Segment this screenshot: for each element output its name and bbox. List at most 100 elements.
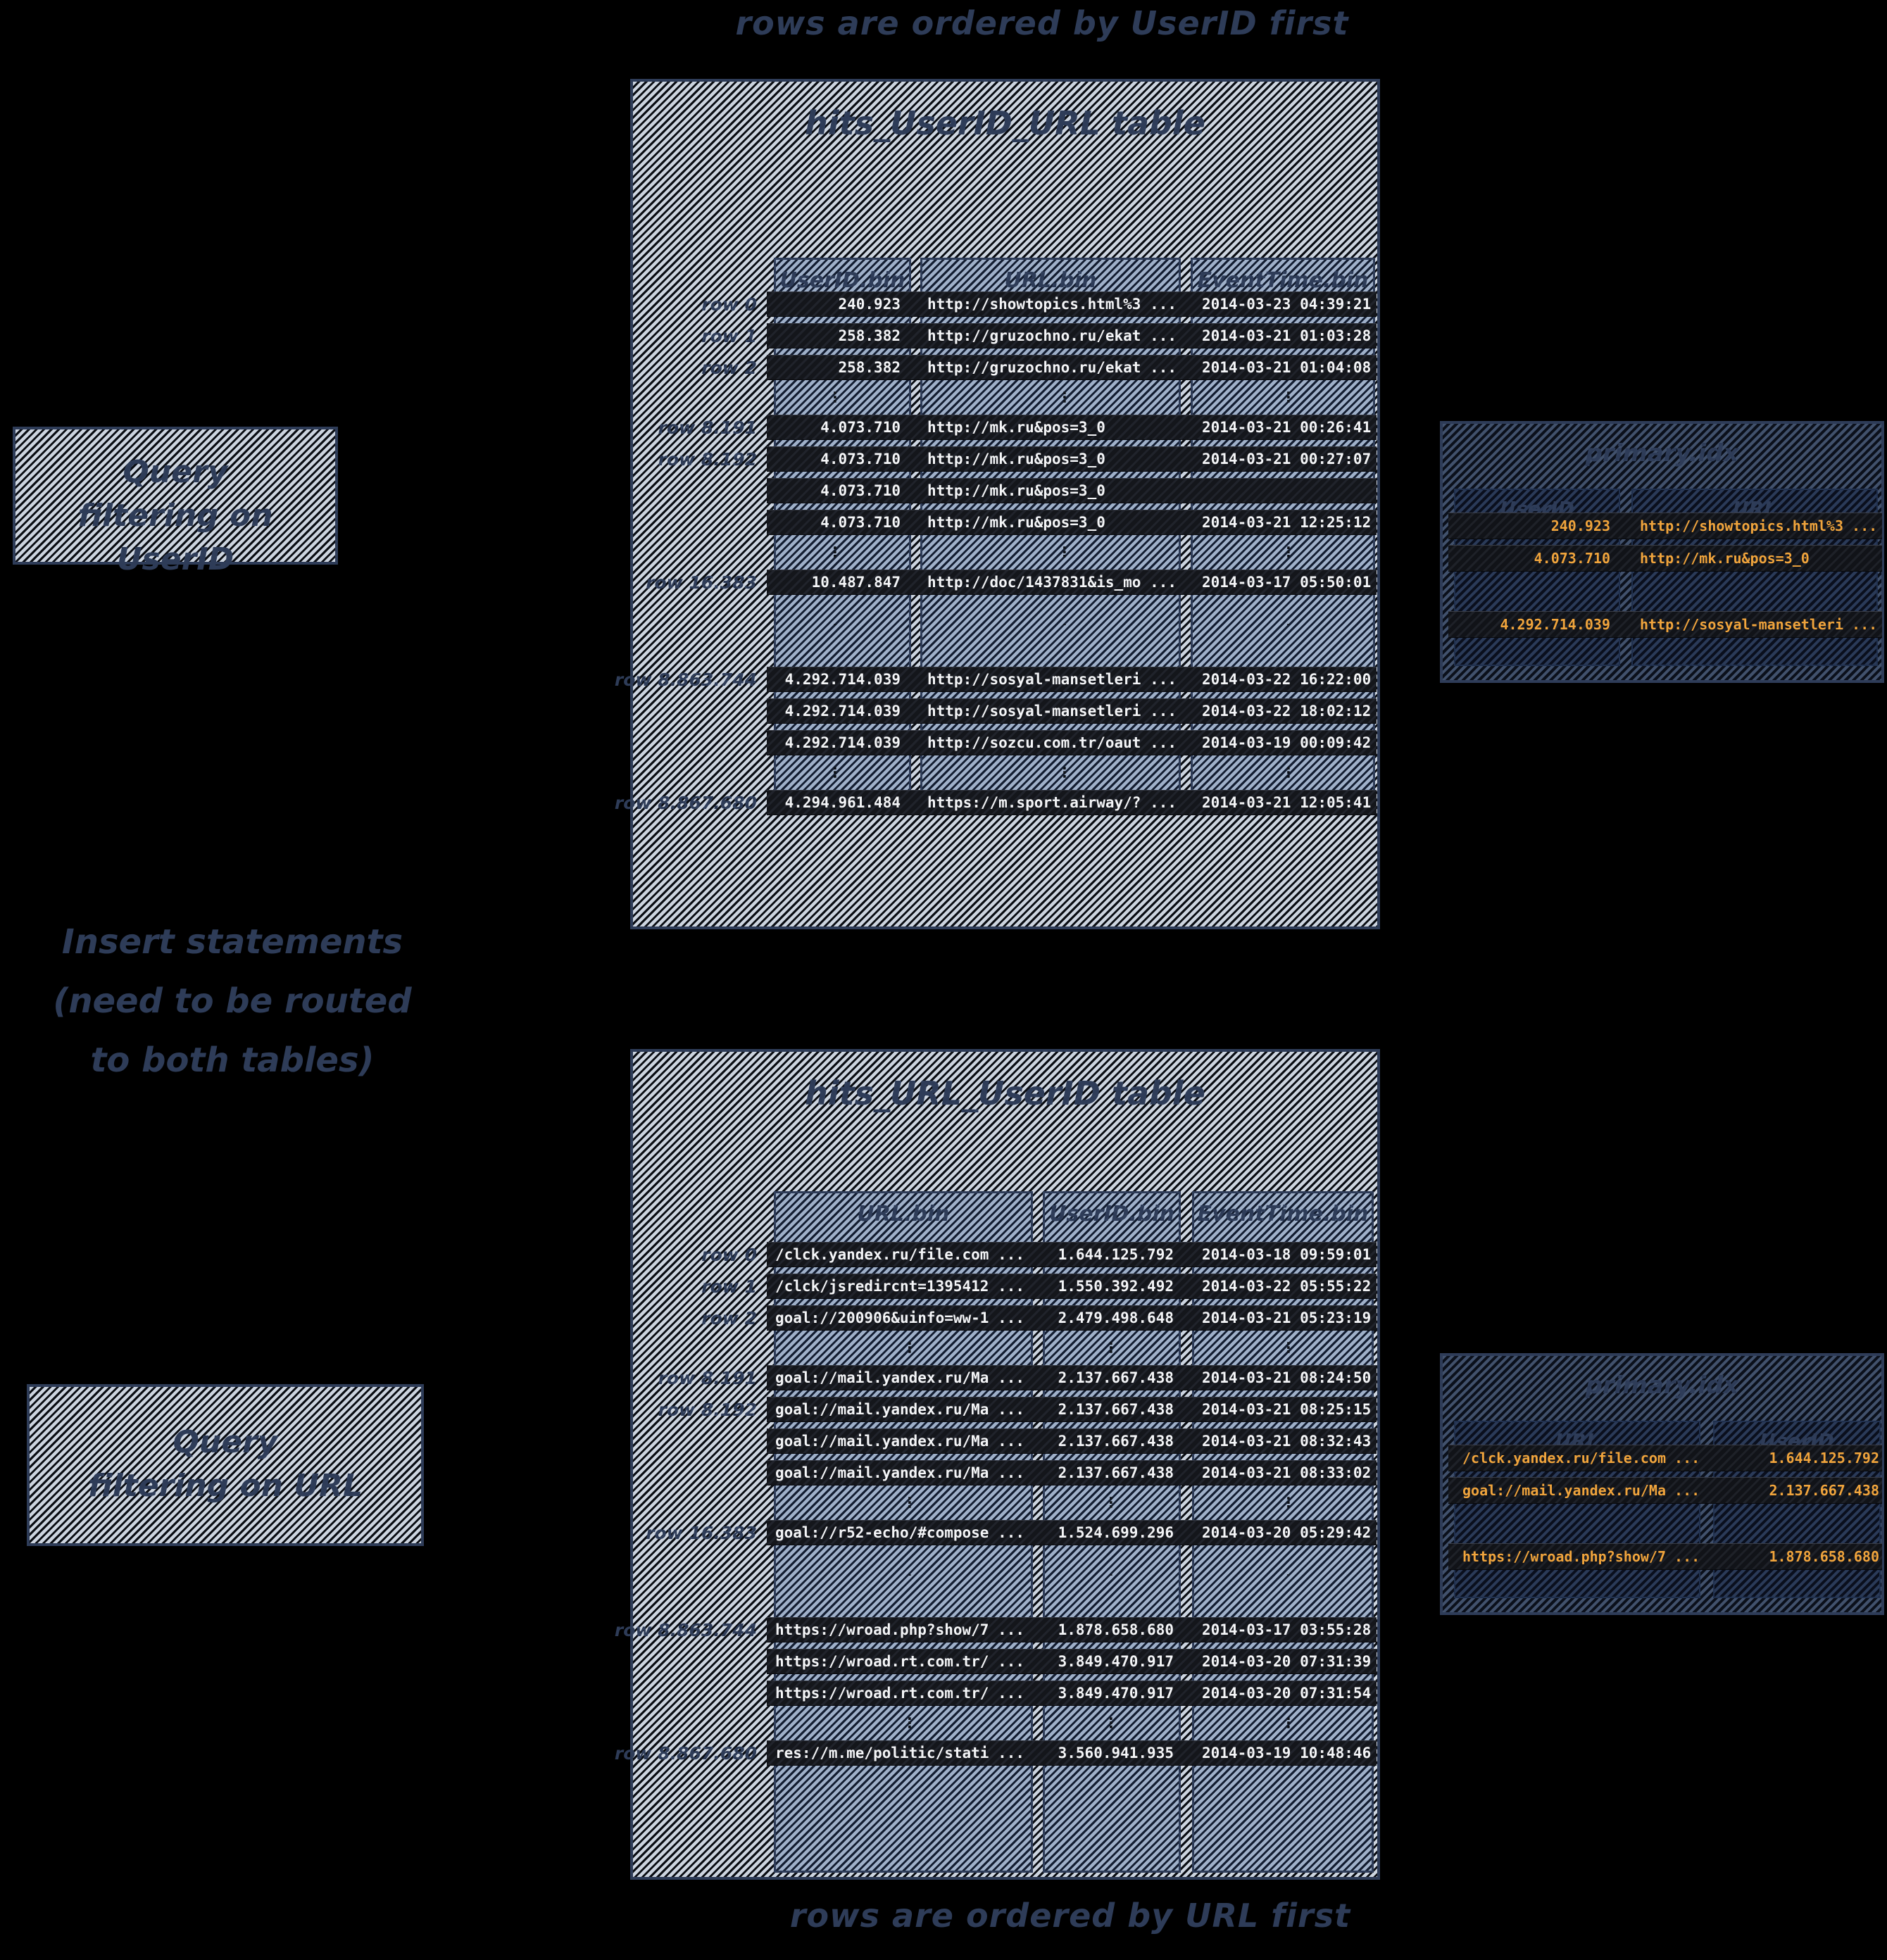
table-row: row 2 goal://200906&uinfo=ww-1 ... 2.479…	[701, 1305, 1377, 1331]
cell-url: /clck.yandex.ru/file.com ...	[1462, 1450, 1700, 1466]
cell-url: goal://mail.yandex.ru/Ma ...	[775, 1401, 1025, 1418]
cell-url: ⋮	[775, 1552, 1044, 1576]
cell-url: ⋮	[903, 1494, 917, 1511]
cell-eventtime: ⋮	[1281, 1714, 1296, 1731]
cell-url	[1462, 1509, 1707, 1535]
cell-userid: 4.073.710	[1534, 550, 1610, 567]
cell-url: res://m.me/politic/stati ...	[775, 1745, 1025, 1761]
column-header-label: EventTime.bin	[1197, 268, 1369, 293]
cell-url: http://sosyal-mansetleri ...	[927, 671, 1177, 688]
index-row	[1448, 577, 1882, 605]
cell-eventtime: 2014-03-21 01:04:08	[1202, 359, 1372, 376]
table-row: row 8.867.680 4.294.961.484 https://m.sp…	[615, 790, 1377, 815]
cell-userid: 10.487.847	[811, 574, 901, 591]
cell-eventtime: ⋮	[1202, 1552, 1375, 1576]
cell-url: http://mk.ru&pos=3_0	[927, 451, 1105, 467]
cell-eventtime	[1202, 479, 1375, 503]
cell-eventtime: 2014-03-18 09:59:01	[1202, 1246, 1372, 1263]
cell-eventtime: 2014-03-21 00:26:41	[1202, 419, 1372, 436]
table-row: https://wroad.rt.com.tr/ ... 3.849.470.9…	[767, 1681, 1377, 1706]
cell-userid: 2.137.667.438	[1058, 1433, 1174, 1450]
index-row	[1448, 1509, 1882, 1538]
cell-url: http://sosyal-mansetleri ...	[1640, 616, 1878, 633]
cell-url: http://mk.ru&pos=3_0	[927, 482, 1105, 499]
cell-eventtime: 2014-03-22 18:02:12	[1202, 703, 1372, 720]
table-row: row 2 258.382 http://gruzochno.ru/ekat .…	[701, 355, 1377, 380]
table-row: ⋮ ⋮ ⋮	[767, 1337, 1377, 1359]
column-header-label: UserID.bin	[1049, 1202, 1174, 1226]
cell-url: https://m.sport.airway/? ...	[927, 794, 1177, 811]
cell-url	[1640, 577, 1879, 603]
table-row: 4.292.714.039 http://sosyal-mansetleri .…	[767, 698, 1377, 724]
cell-eventtime: ⋮	[1281, 764, 1296, 781]
index-rows-container: 240.923 http://showtopics.html%3 ... 4.0…	[1448, 513, 1882, 643]
cell-url: goal://200906&uinfo=ww-1 ...	[775, 1309, 1025, 1326]
table-row: row 0 240.923 http://showtopics.html%3 .…	[701, 291, 1377, 317]
table-row: row 8.191 goal://mail.yandex.ru/Ma ... 2…	[658, 1365, 1377, 1390]
cell-userid: 3.849.470.917	[1058, 1653, 1174, 1670]
cell-eventtime: 2014-03-21 12:05:41	[1202, 794, 1372, 811]
cell-url: https://wroad.rt.com.tr/ ...	[775, 1685, 1025, 1702]
table-hits-url-userid: hits_URL_UserID table URL.bin UserID.bin…	[615, 1049, 1380, 1880]
cell-url: goal://mail.yandex.ru/Ma ...	[775, 1464, 1025, 1481]
cell-userid: 3.560.941.935	[1058, 1745, 1174, 1761]
cell-url: /clck/jsredircnt=1395412 ...	[775, 1278, 1025, 1295]
cell-url: http://sosyal-mansetleri ...	[927, 703, 1177, 720]
cell-eventtime: 2014-03-19 10:48:46	[1202, 1745, 1372, 1761]
table-row: row 8.191 4.073.710 http://mk.ru&pos=3_0…	[658, 415, 1377, 440]
table-row: row 8.863.744 4.292.714.039 http://sosya…	[615, 667, 1377, 692]
table-row: ⋮ ⋮ ⋮	[767, 1552, 1377, 1611]
row-label: row 0	[701, 294, 757, 315]
cell-userid: 240.923	[1550, 517, 1610, 534]
cell-url: http://gruzochno.ru/ekat ...	[927, 327, 1177, 344]
index-row: 4.292.714.039 http://sosyal-mansetleri .…	[1448, 611, 1882, 638]
row-label: row 2	[701, 1308, 757, 1328]
cell-url: http://mk.ru&pos=3_0	[927, 514, 1105, 531]
cell-userid: 3.849.470.917	[1058, 1685, 1174, 1702]
cell-eventtime: 2014-03-23 04:39:21	[1202, 296, 1372, 313]
cell-userid: 1.878.658.680	[1058, 1621, 1174, 1638]
cell-url: goal://mail.yandex.ru/Ma ...	[775, 1369, 1025, 1386]
row-label: row 2	[701, 358, 757, 378]
cell-eventtime: 2014-03-20 05:29:42	[1202, 1524, 1372, 1541]
caption-ordered-by-userid: rows are ordered by UserID first	[735, 4, 1349, 42]
row-label: row 8.867.680	[614, 1743, 757, 1764]
cell-url: https://wroad.rt.com.tr/ ...	[775, 1653, 1025, 1670]
table-title: hits_URL_UserID table	[805, 1074, 1205, 1112]
table-row: row 16.383 10.487.847 http://doc/1437831…	[646, 570, 1377, 595]
cell-eventtime: 2014-03-22 16:22:00	[1202, 671, 1372, 688]
cell-eventtime: 2014-03-21 12:25:12	[1202, 514, 1372, 531]
cell-userid: 1.524.699.296	[1058, 1524, 1174, 1541]
cell-eventtime: 2014-03-20 07:31:54	[1202, 1685, 1372, 1702]
cell-userid: 2.137.667.438	[1058, 1464, 1174, 1481]
table-row: row 8.867.680 res://m.me/politic/stati .…	[615, 1740, 1377, 1766]
cell-userid: 4.292.714.039	[784, 671, 901, 688]
cell-url: http://doc/1437831&is_mo ...	[927, 574, 1177, 591]
cell-userid: 1.550.392.492	[1058, 1278, 1174, 1295]
rows-container: row 0 /clck.yandex.ru/file.com ... 1.644…	[615, 1242, 1377, 1772]
table-row: ⋮ ⋮ ⋮	[767, 601, 1377, 660]
cell-url: http://sozcu.com.tr/oaut ...	[927, 734, 1177, 751]
query-box-userid: Query filtering on UserID	[13, 427, 338, 577]
column-header-label: URL.bin	[857, 1202, 950, 1226]
index-title: primary.idx	[1585, 1371, 1739, 1400]
table-row: ⋮ ⋮ ⋮	[767, 387, 1377, 408]
table-row: 4.292.714.039 http://sozcu.com.tr/oaut .…	[767, 730, 1377, 755]
cell-userid: ⋮	[828, 544, 842, 560]
cell-eventtime: 2014-03-21 08:25:15	[1202, 1401, 1372, 1418]
cell-userid: ⋮	[1048, 1552, 1174, 1576]
cell-eventtime: 2014-03-17 03:55:28	[1202, 1621, 1372, 1638]
cell-url: http://mk.ru&pos=3_0	[927, 419, 1105, 436]
cell-eventtime: ⋮	[1281, 1494, 1296, 1511]
table-row: row 1 /clck/jsredircnt=1395412 ... 1.550…	[701, 1274, 1377, 1299]
query-box-line: filtering on UserID	[77, 498, 273, 577]
cell-url: /clck.yandex.ru/file.com ...	[775, 1246, 1025, 1263]
row-label: row 0	[701, 1245, 757, 1265]
cell-eventtime: ⋮	[1281, 389, 1296, 406]
table-row: ⋮ ⋮ ⋮	[767, 541, 1377, 563]
cell-eventtime: ⋮	[1281, 544, 1296, 560]
row-label: row 8.192	[658, 449, 757, 470]
cell-eventtime: 2014-03-19 00:09:42	[1202, 734, 1372, 751]
cell-userid: 4.292.714.039	[784, 734, 901, 751]
cell-url: http://showtopics.html%3 ...	[1640, 517, 1878, 534]
